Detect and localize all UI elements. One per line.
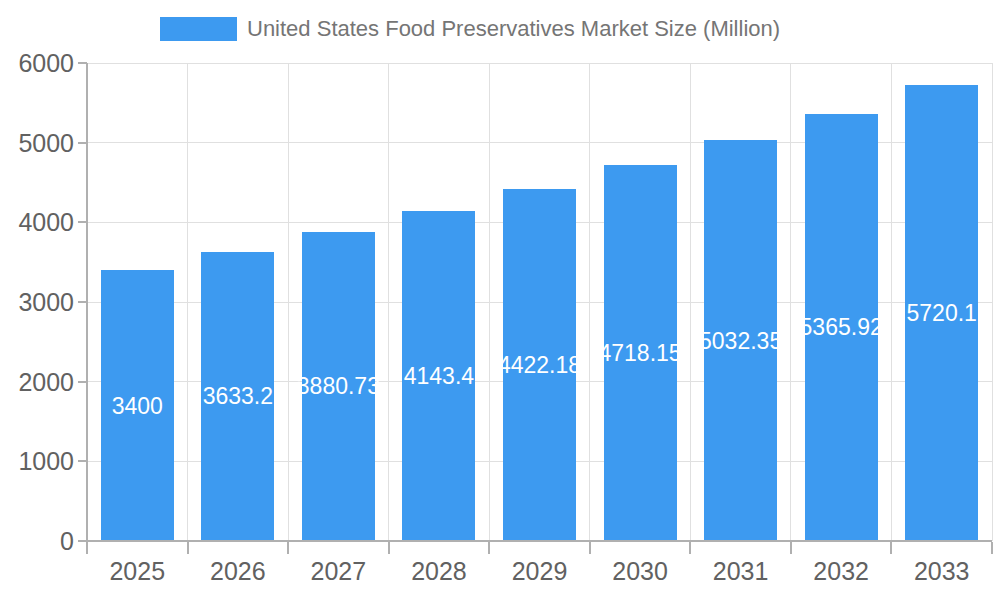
y-axis-label: 6000 [0,48,74,78]
y-axis-label: 1000 [0,446,74,476]
x-axis-tick [388,542,390,554]
x-gridline [690,63,691,541]
x-gridline [589,63,590,541]
bar-2030[interactable] [604,165,677,541]
bar-2025[interactable] [101,270,174,541]
y-axis-tick [78,460,87,462]
bar-chart: United States Food Preservatives Market … [0,0,1000,600]
x-axis-line [87,540,992,542]
y-axis-line [86,63,88,554]
bar-2027[interactable] [302,232,375,541]
y-axis-tick [78,142,87,144]
x-axis-tick [86,542,88,554]
bar-2028[interactable] [402,211,475,541]
x-axis-tick [890,542,892,554]
x-axis-tick [187,542,189,554]
bar-2033[interactable] [905,85,978,541]
x-axis-label: 2033 [882,556,1000,586]
y-axis-tick [78,381,87,383]
bar-2029[interactable] [503,189,576,541]
x-axis-tick [790,542,792,554]
y-axis-tick [78,62,87,64]
bar-2031[interactable] [704,140,777,541]
x-gridline [992,63,993,541]
chart-legend[interactable]: United States Food Preservatives Market … [160,16,780,42]
x-gridline [790,63,791,541]
x-axis-tick [991,542,993,554]
y-axis-label: 3000 [0,287,74,317]
x-axis-tick [287,542,289,554]
y-axis-tick [78,221,87,223]
x-gridline [388,63,389,541]
bar-2032[interactable] [805,114,878,541]
x-gridline [187,63,188,541]
y-axis-label: 5000 [0,128,74,158]
y-axis-label: 0 [0,526,74,556]
legend-label: United States Food Preservatives Market … [247,16,780,42]
x-axis-tick [689,542,691,554]
x-gridline [288,63,289,541]
x-gridline [489,63,490,541]
x-gridline [891,63,892,541]
bar-2026[interactable] [201,252,274,541]
x-axis-tick [488,542,490,554]
y-axis-label: 4000 [0,207,74,237]
legend-swatch-icon [160,17,237,41]
y-gridline [87,63,992,64]
x-axis-tick [589,542,591,554]
y-axis-tick [78,301,87,303]
y-axis-label: 2000 [0,367,74,397]
